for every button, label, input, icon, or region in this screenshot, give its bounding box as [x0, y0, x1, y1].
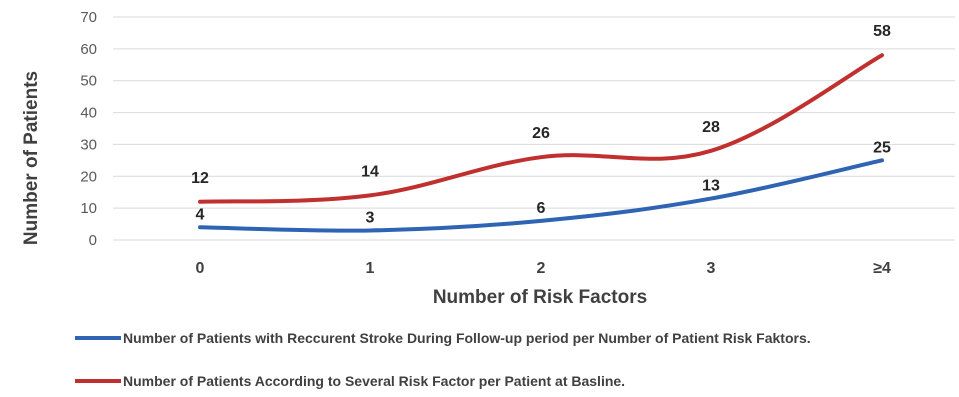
data-label: 26 [532, 125, 550, 142]
series-line-baseline-risk [198, 53, 884, 204]
x-tick-label: 2 [537, 260, 546, 277]
legend-swatch-red [75, 379, 121, 383]
data-label: 4 [196, 206, 205, 223]
data-label: 3 [366, 209, 375, 226]
y-tick-label: 40 [80, 105, 97, 122]
legend-label: Number of Patients with Reccurent Stroke… [123, 330, 811, 346]
y-tick-label: 10 [80, 200, 97, 217]
y-tick-label: 20 [80, 168, 97, 185]
data-label: 58 [873, 23, 891, 40]
series-lines [198, 53, 884, 233]
x-tick-label: ≥4 [873, 260, 891, 277]
data-label: 28 [702, 119, 720, 136]
y-tick-label: 70 [80, 9, 97, 26]
series-line-recurrent-stroke [198, 158, 884, 233]
y-tick-label: 50 [80, 73, 97, 90]
x-tick-label: 1 [366, 260, 375, 277]
gridlines [113, 16, 955, 241]
x-tick-label: 3 [707, 260, 716, 277]
legend-label: Number of Patients According to Several … [123, 373, 626, 389]
data-label: 25 [873, 139, 891, 156]
y-tick-label: 60 [80, 41, 97, 58]
y-tick-label: 0 [89, 232, 97, 249]
data-labels: 4 3 6 13 25 12 14 26 28 58 [191, 23, 891, 226]
y-tick-label: 30 [80, 136, 97, 153]
x-axis-ticks: 0 1 2 3 ≥4 [196, 260, 891, 277]
legend-item-recurrent-stroke: Number of Patients with Reccurent Stroke… [75, 330, 811, 346]
x-axis-title: Number of Risk Factors [433, 287, 647, 308]
y-axis-ticks: 0 10 20 30 40 50 60 70 [80, 9, 97, 249]
data-label: 6 [537, 200, 546, 217]
data-label: 12 [191, 170, 209, 187]
legend-swatch-blue [75, 336, 121, 340]
y-axis-title: Number of Patients [21, 71, 42, 245]
x-tick-label: 0 [196, 260, 205, 277]
data-label: 13 [702, 178, 720, 195]
legend-item-baseline-risk: Number of Patients According to Several … [75, 373, 625, 389]
data-label: 14 [361, 163, 379, 180]
